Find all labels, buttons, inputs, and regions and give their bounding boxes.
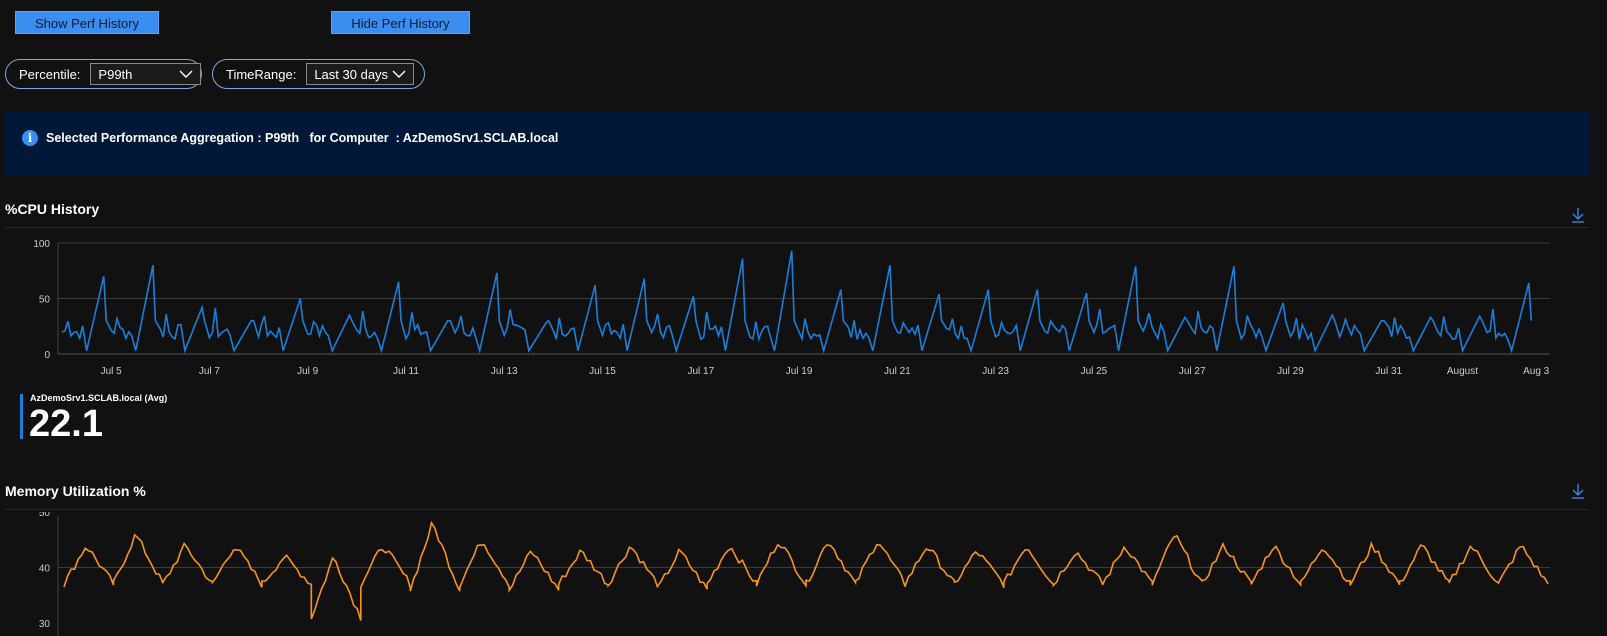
- info-banner: i Selected Performance Aggregation : P99…: [5, 112, 1589, 176]
- cpu-legend-value: 22.1: [29, 403, 103, 445]
- cpu-x-tick: Jul 29: [1277, 366, 1304, 377]
- cpu-legend-name: AzDemoSrv1.SCLAB.local (Avg): [30, 393, 168, 403]
- hide-perf-history-button[interactable]: Hide Perf History: [331, 11, 470, 34]
- cpu-x-tick: Jul 31: [1375, 366, 1402, 377]
- cpu-x-tick: Jul 25: [1081, 366, 1108, 377]
- info-text: Selected Performance Aggregation : P99th…: [46, 131, 559, 145]
- info-icon: i: [22, 130, 38, 146]
- cpu-x-tick: Jul 13: [491, 366, 518, 377]
- cpu-y-tick: 100: [33, 239, 50, 250]
- cpu-x-tick: Jul 21: [884, 366, 911, 377]
- memory-series-line: [63, 520, 1549, 621]
- download-icon[interactable]: [1571, 207, 1585, 223]
- timerange-parameter: TimeRange: Last 30 days: [212, 59, 425, 89]
- cpu-x-tick: Jul 27: [1179, 366, 1206, 377]
- memory-y-tick: 30: [39, 619, 51, 630]
- memory-y-tick: 40: [39, 564, 51, 575]
- cpu-x-tick: Jul 17: [687, 366, 714, 377]
- cpu-x-tick: Jul 19: [786, 366, 813, 377]
- percentile-label: Percentile:: [19, 66, 81, 82]
- cpu-chart: 100 50 0 Jul 5 Jul 7 Jul 9 Jul 11 Jul 13 Jul 15 J…: [33, 239, 1550, 377]
- percentile-value: P99th: [98, 66, 133, 82]
- chevron-down-icon: [179, 70, 193, 78]
- memory-y-tick: 50: [39, 512, 51, 519]
- cpu-x-tick: Jul 11: [393, 366, 419, 377]
- memory-title: Memory Utilization %: [5, 483, 146, 499]
- cpu-x-tick: Aug 3: [1523, 366, 1550, 377]
- cpu-series-line: [61, 250, 1533, 354]
- chevron-down-icon: [392, 70, 406, 78]
- memory-separator: [5, 509, 1589, 510]
- cpu-x-tick: Jul 9: [297, 366, 319, 377]
- cpu-history-title: %CPU History: [5, 201, 100, 217]
- cpu-x-tick: Jul 7: [199, 366, 221, 377]
- cpu-x-tick: August: [1447, 366, 1478, 377]
- cpu-legend-color: [20, 394, 23, 439]
- show-perf-history-button[interactable]: Show Perf History: [15, 11, 159, 34]
- cpu-x-tick: Jul 5: [101, 366, 123, 377]
- cpu-x-tick: Jul 15: [589, 366, 616, 377]
- cpu-y-tick: 0: [44, 350, 50, 361]
- timerange-value: Last 30 days: [314, 66, 389, 82]
- timerange-dropdown[interactable]: Last 30 days: [306, 63, 415, 85]
- cpu-separator: [5, 227, 1589, 228]
- memory-chart: 50 40 30: [39, 512, 1550, 636]
- percentile-dropdown[interactable]: P99th: [90, 63, 201, 85]
- download-icon[interactable]: [1571, 483, 1585, 499]
- timerange-label: TimeRange:: [226, 66, 297, 82]
- cpu-x-tick: Jul 23: [982, 366, 1009, 377]
- cpu-y-tick: 50: [39, 295, 51, 306]
- percentile-parameter: Percentile: P99th: [5, 59, 202, 89]
